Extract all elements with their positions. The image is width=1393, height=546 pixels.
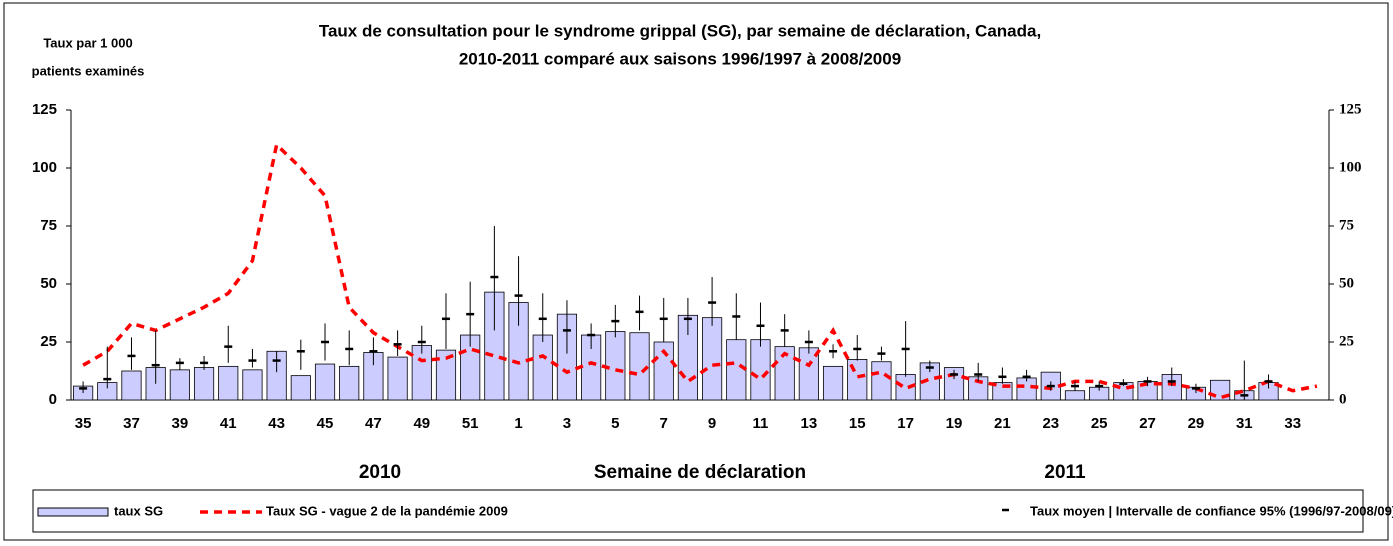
y2-tick-label: 125 bbox=[1339, 101, 1362, 117]
x-tick-label: 47 bbox=[365, 415, 382, 432]
bar bbox=[193, 367, 215, 401]
y2-tick-label: 25 bbox=[1339, 333, 1354, 349]
y-tick-label: 25 bbox=[40, 333, 57, 350]
y-axis-title: Taux par 1 000 bbox=[43, 35, 132, 50]
bar bbox=[411, 345, 432, 401]
y-tick-label: 125 bbox=[32, 101, 57, 118]
x-tick-label: 51 bbox=[462, 415, 479, 432]
x-tick-label: 35 bbox=[75, 415, 92, 432]
bar bbox=[871, 361, 892, 401]
bar bbox=[1064, 390, 1086, 401]
x-tick-label: 23 bbox=[1042, 415, 1059, 432]
y-tick-label: 0 bbox=[49, 391, 57, 408]
bar bbox=[726, 339, 747, 401]
bar bbox=[750, 339, 771, 401]
x-tick-label: 17 bbox=[897, 415, 914, 432]
bar bbox=[702, 317, 723, 401]
y2-tick-label: 75 bbox=[1339, 217, 1354, 233]
bar bbox=[822, 365, 844, 401]
y-tick-label: 50 bbox=[40, 275, 57, 292]
y-tick-label: 100 bbox=[32, 159, 57, 176]
x-tick-label: 29 bbox=[1188, 415, 1205, 432]
bar bbox=[532, 334, 553, 401]
bar bbox=[242, 369, 263, 401]
x-tick-label: 31 bbox=[1236, 415, 1253, 432]
x-tick-label: 21 bbox=[994, 415, 1011, 432]
legend-box bbox=[32, 489, 1364, 533]
x-tick-label: 33 bbox=[1284, 415, 1301, 432]
bar bbox=[121, 370, 142, 401]
chart-title: 2010-2011 comparé aux saisons 1996/1997 … bbox=[459, 49, 901, 68]
x-tick-label: 1 bbox=[514, 415, 522, 432]
x-tick-label: 27 bbox=[1139, 415, 1156, 432]
y-axis-title: patients examinés bbox=[32, 63, 145, 78]
bar bbox=[387, 356, 408, 401]
x-tick-label: 37 bbox=[123, 415, 140, 432]
year-label: 2011 bbox=[1044, 462, 1086, 483]
y2-tick-label: 100 bbox=[1339, 159, 1362, 175]
legend-swatch bbox=[37, 507, 109, 517]
y2-tick-label: 0 bbox=[1339, 391, 1347, 407]
bar bbox=[218, 365, 239, 401]
x-tick-label: 13 bbox=[801, 415, 818, 432]
legend-label: Taux moyen | Intervalle de confiance 95%… bbox=[1030, 503, 1393, 518]
x-tick-label: 43 bbox=[268, 415, 285, 432]
bar bbox=[629, 332, 650, 401]
legend-label: taux SG bbox=[114, 503, 163, 518]
bar bbox=[169, 369, 190, 401]
y2-tick-label: 50 bbox=[1339, 275, 1354, 291]
y-tick-label: 75 bbox=[40, 217, 57, 234]
chart-border bbox=[3, 2, 1389, 541]
year-label: 2010 bbox=[359, 462, 401, 483]
x-tick-label: 9 bbox=[708, 415, 716, 432]
bar bbox=[605, 331, 626, 401]
x-tick-label: 15 bbox=[849, 415, 866, 432]
chart-title: Taux de consultation pour le syndrome gr… bbox=[319, 21, 1041, 40]
bar bbox=[314, 363, 336, 401]
x-tick-label: 25 bbox=[1091, 415, 1108, 432]
x-axis-title: Semaine de déclaration bbox=[594, 462, 806, 483]
x-tick-label: 19 bbox=[946, 415, 963, 432]
x-tick-label: 3 bbox=[563, 415, 571, 432]
x-tick-label: 39 bbox=[172, 415, 189, 432]
legend-label: Taux SG - vague 2 de la pandémie 2009 bbox=[266, 503, 508, 518]
bar bbox=[290, 375, 311, 401]
x-tick-label: 11 bbox=[753, 415, 769, 432]
x-tick-label: 7 bbox=[660, 415, 668, 432]
bar bbox=[435, 349, 457, 401]
bar bbox=[339, 365, 360, 401]
x-tick-label: 45 bbox=[317, 415, 334, 432]
x-tick-label: 5 bbox=[611, 415, 619, 432]
x-tick-label: 41 bbox=[220, 415, 237, 432]
x-tick-label: 49 bbox=[413, 415, 430, 432]
